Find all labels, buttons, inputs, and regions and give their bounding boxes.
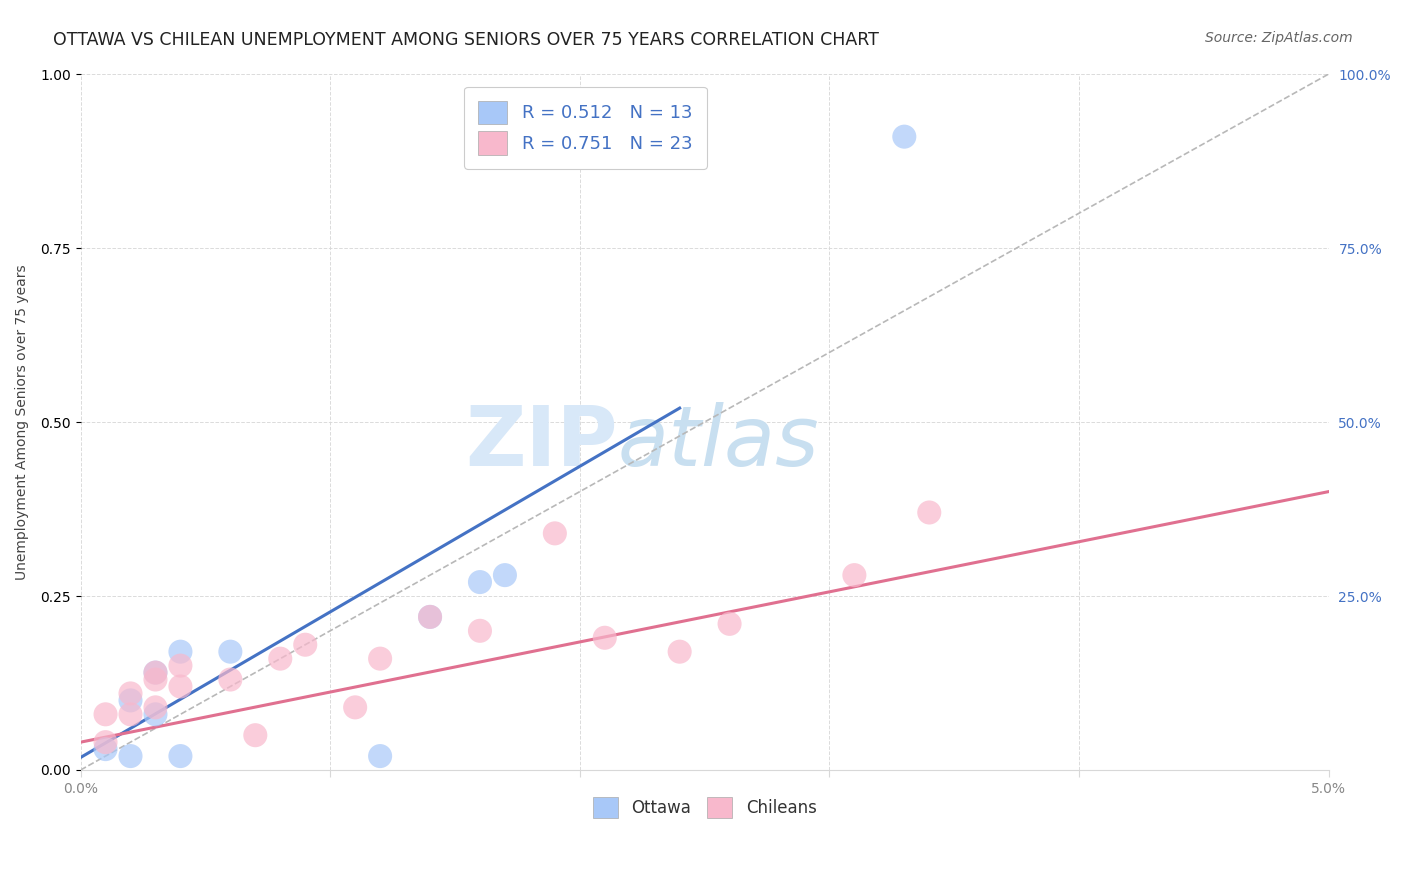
Point bbox=[145, 665, 167, 680]
Point bbox=[145, 665, 167, 680]
Point bbox=[494, 568, 516, 582]
Text: Source: ZipAtlas.com: Source: ZipAtlas.com bbox=[1205, 31, 1353, 45]
Point bbox=[120, 686, 142, 700]
Point bbox=[120, 749, 142, 764]
Legend: Ottawa, Chileans: Ottawa, Chileans bbox=[586, 790, 824, 824]
Point bbox=[918, 506, 941, 520]
Point bbox=[468, 624, 491, 638]
Point bbox=[94, 735, 117, 749]
Text: ZIP: ZIP bbox=[465, 402, 617, 483]
Point bbox=[219, 673, 242, 687]
Point bbox=[145, 700, 167, 714]
Point bbox=[544, 526, 567, 541]
Point bbox=[94, 742, 117, 756]
Point bbox=[294, 638, 316, 652]
Point bbox=[219, 645, 242, 659]
Text: atlas: atlas bbox=[617, 402, 818, 483]
Point bbox=[368, 749, 391, 764]
Point bbox=[893, 129, 915, 144]
Point bbox=[269, 651, 291, 665]
Y-axis label: Unemployment Among Seniors over 75 years: Unemployment Among Seniors over 75 years bbox=[15, 264, 30, 580]
Text: OTTAWA VS CHILEAN UNEMPLOYMENT AMONG SENIORS OVER 75 YEARS CORRELATION CHART: OTTAWA VS CHILEAN UNEMPLOYMENT AMONG SEN… bbox=[53, 31, 879, 49]
Point bbox=[844, 568, 866, 582]
Point bbox=[120, 693, 142, 707]
Point bbox=[169, 658, 191, 673]
Point bbox=[120, 707, 142, 722]
Point bbox=[468, 575, 491, 590]
Point bbox=[169, 680, 191, 694]
Point bbox=[718, 616, 741, 631]
Point bbox=[668, 645, 690, 659]
Point bbox=[245, 728, 267, 742]
Point bbox=[94, 707, 117, 722]
Point bbox=[368, 651, 391, 665]
Point bbox=[169, 749, 191, 764]
Point bbox=[593, 631, 616, 645]
Point bbox=[419, 610, 441, 624]
Point bbox=[169, 645, 191, 659]
Point bbox=[145, 673, 167, 687]
Point bbox=[344, 700, 367, 714]
Point bbox=[419, 610, 441, 624]
Point bbox=[145, 707, 167, 722]
